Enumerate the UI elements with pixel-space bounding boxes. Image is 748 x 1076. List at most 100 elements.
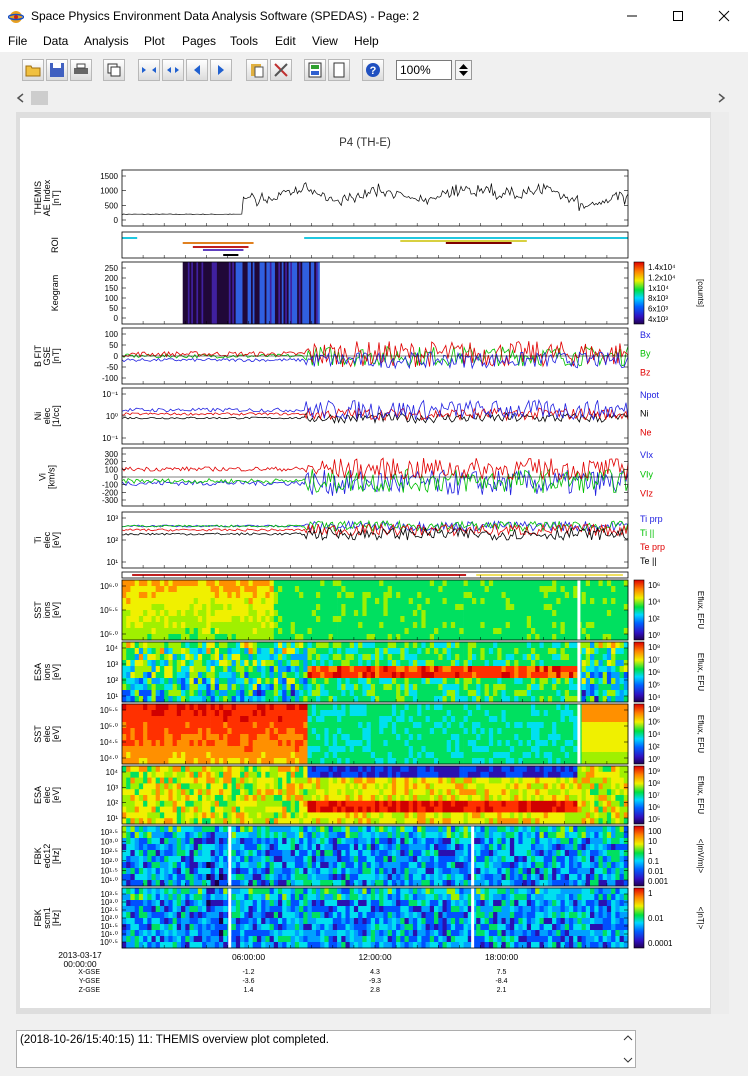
sst-elec-cell	[501, 722, 507, 729]
sst-elec-cell	[585, 710, 591, 717]
sst-elec-cell	[214, 716, 220, 723]
esa-elec-cell	[564, 771, 570, 778]
sst-elec-cell	[509, 722, 515, 729]
minimize-button[interactable]	[609, 0, 655, 31]
horizontal-scrollbar[interactable]	[16, 89, 730, 107]
esa-elec-cell	[126, 777, 131, 784]
sst-elec-cell	[206, 752, 211, 759]
esa-ions-cell	[547, 678, 553, 685]
esa-elec-cell	[412, 812, 418, 819]
vertical-scrollbar[interactable]	[711, 112, 729, 1014]
expand-button[interactable]	[162, 59, 184, 81]
sst-ions-cell	[286, 592, 292, 599]
esa-elec-cell	[151, 766, 157, 773]
esa-elec-cell	[526, 777, 532, 784]
compress-button[interactable]	[138, 59, 160, 81]
esa-ions-cell	[564, 672, 570, 679]
sst-ions-cell	[396, 616, 401, 623]
sst-elec-cell	[484, 704, 490, 711]
sst-ions-cell	[606, 610, 612, 617]
sst-elec-cell	[573, 746, 578, 753]
menu-tools[interactable]: Tools	[230, 34, 259, 48]
fbk-edc-cell	[147, 832, 152, 839]
sst-ions-cell	[311, 598, 317, 605]
esa-elec-cell	[615, 766, 620, 773]
sst-ions-cell	[206, 592, 211, 599]
sst-elec-cell	[265, 716, 270, 723]
keogram-column	[208, 262, 211, 324]
sst-ions-cell	[227, 616, 232, 623]
esa-ions-cell	[611, 684, 616, 691]
sst-elec-cell	[514, 746, 519, 753]
menu-file[interactable]: File	[8, 34, 28, 48]
close-button[interactable]	[701, 0, 747, 31]
zoom-input[interactable]	[396, 60, 452, 80]
esa-ions-cell	[467, 666, 473, 673]
menu-analysis[interactable]: Analysis	[84, 34, 129, 48]
menu-edit[interactable]: Edit	[275, 34, 296, 48]
esa-elec-cell	[202, 766, 207, 773]
copy-page-button[interactable]	[103, 59, 125, 81]
keogram-column	[262, 262, 266, 324]
horizontal-scroll-thumb[interactable]	[31, 91, 48, 105]
keogram-column	[201, 262, 204, 324]
sst-elec-cell	[387, 728, 393, 735]
esa-ions-cell	[375, 690, 380, 697]
esa-elec-cell	[294, 771, 300, 778]
esa-ions-cell	[429, 672, 435, 679]
scroll-left-icon[interactable]	[16, 93, 26, 103]
sst-ions-cell	[320, 604, 325, 611]
sst-ions-cell	[450, 616, 456, 623]
sst-elec-cell	[484, 710, 490, 717]
esa-elec-cell	[240, 806, 245, 813]
blank-page-button[interactable]	[328, 59, 350, 81]
menu-plot[interactable]: Plot	[144, 34, 165, 48]
sst-elec-cell	[122, 710, 127, 717]
print-button[interactable]	[70, 59, 92, 81]
esa-ions-cell	[278, 684, 283, 691]
sst-elec-cell	[122, 752, 127, 759]
sst-elec-cell	[206, 710, 211, 717]
esa-ions-cell	[606, 672, 612, 679]
sst-ions-cell	[594, 616, 599, 623]
esa-elec-cell	[615, 789, 620, 796]
esa-ions-cell	[316, 672, 321, 679]
menu-data[interactable]: Data	[43, 34, 69, 48]
sst-ions-cell	[345, 634, 351, 641]
esa-ions-cell	[311, 660, 317, 667]
sst-ions-cell	[252, 634, 258, 641]
sst-elec-cell	[185, 704, 190, 711]
esa-elec-cell	[337, 795, 342, 802]
sst-elec-cell	[501, 704, 507, 711]
help-button[interactable]: ?	[362, 59, 384, 81]
esa-ions-cell	[151, 648, 157, 655]
esa-elec-cell	[273, 766, 279, 773]
esa-elec-cell	[375, 795, 380, 802]
sst-elec-cell	[463, 752, 469, 759]
maximize-button[interactable]	[655, 0, 701, 31]
sst-elec-cell	[408, 740, 414, 747]
sst-elec-cell	[556, 704, 561, 711]
save-button[interactable]	[46, 59, 68, 81]
sst-ions-cell	[320, 592, 325, 599]
menu-pages[interactable]: Pages	[182, 34, 217, 48]
paste-button[interactable]	[246, 59, 268, 81]
step-back-button[interactable]	[186, 59, 208, 81]
sst-elec-cell	[535, 740, 540, 747]
layout-button[interactable]	[304, 59, 326, 81]
menu-view[interactable]: View	[312, 34, 338, 48]
sst-ions-cell	[206, 622, 211, 629]
esa-ions-cell	[214, 666, 220, 673]
tools-button[interactable]	[270, 59, 292, 81]
sst-elec-cell	[455, 734, 460, 741]
zoom-spinner[interactable]	[455, 60, 472, 80]
scroll-right-icon[interactable]	[716, 93, 726, 103]
menu-help[interactable]: Help	[354, 34, 379, 48]
open-button[interactable]	[22, 59, 44, 81]
sst-ions-cell	[197, 598, 203, 605]
sst-ions-cell	[278, 634, 283, 641]
sst-elec-cell	[130, 746, 135, 753]
esa-ions-cell	[282, 690, 287, 697]
sst-elec-cell	[539, 710, 545, 717]
step-forward-button[interactable]	[210, 59, 232, 81]
